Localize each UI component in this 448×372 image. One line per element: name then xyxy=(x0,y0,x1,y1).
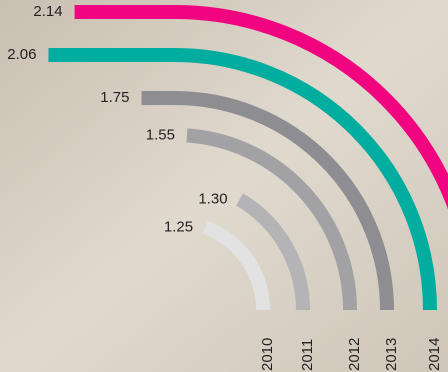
value-label: 2.14 xyxy=(33,3,62,20)
value-label: 1.30 xyxy=(198,190,227,207)
bar xyxy=(48,48,437,311)
category-label: 2014 xyxy=(426,338,443,371)
category-label: 2011 xyxy=(299,339,316,371)
bar xyxy=(202,220,270,311)
bar xyxy=(141,91,394,311)
value-label: 1.25 xyxy=(164,218,193,235)
bar xyxy=(74,5,448,210)
bar xyxy=(235,193,310,311)
category-label: 2013 xyxy=(383,338,400,371)
category-label: 2012 xyxy=(346,338,363,371)
bar xyxy=(186,128,357,311)
value-label: 1.75 xyxy=(100,89,129,106)
value-label: 1.55 xyxy=(146,126,175,143)
category-label: 2010 xyxy=(259,338,276,371)
value-label: 2.06 xyxy=(7,46,36,63)
